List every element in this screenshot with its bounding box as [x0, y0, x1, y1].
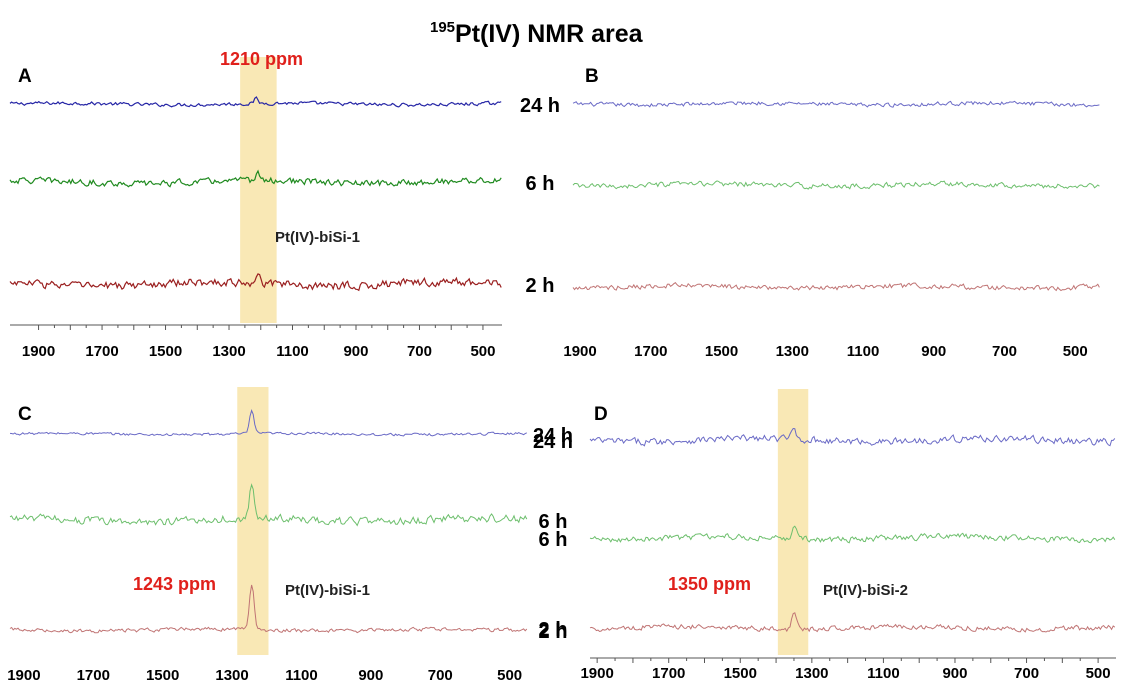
peak-ppm-label: 1350 ppm — [668, 574, 751, 594]
x-tick-label: 700 — [428, 667, 453, 684]
x-tick-label: 1900 — [580, 665, 613, 682]
x-tick-label: 1900 — [563, 343, 596, 360]
x-tick-label: 1100 — [285, 667, 318, 684]
title-text: Pt(IV) NMR area — [455, 20, 644, 48]
spectrum-24h — [589, 427, 1116, 447]
time-label-24h: 24 h — [533, 425, 573, 447]
panel-label: A — [18, 66, 32, 87]
x-tick-label: 1700 — [77, 667, 110, 684]
spectrum-2h — [572, 282, 1100, 292]
time-label-2h: 2 h — [539, 621, 568, 643]
compound-label: Pt(IV)-biSi-2 — [823, 582, 908, 599]
panels-group: 24 h 6 h 2 h 1900 1700 1500 1300 1100 900 700 500 A… — [7, 49, 1116, 684]
spectrum-24h — [9, 96, 502, 108]
panel-d: 24 h 6 h 2 h 1900 1700 1500 1300 1100 900 700 500 D… — [533, 389, 1116, 682]
peak-ppm-label: 1243 ppm — [133, 574, 216, 594]
x-tick-label: 900 — [343, 343, 368, 360]
spectrum-24h — [572, 100, 1100, 108]
time-label-24h: 24 h — [520, 95, 560, 117]
highlight-band — [237, 387, 269, 655]
compound-label: Pt(IV)-biSi-1 — [285, 582, 370, 599]
panel-label: C — [18, 404, 32, 425]
x-tick-label: 900 — [942, 665, 967, 682]
time-label-6h: 6 h — [539, 529, 568, 551]
x-tick-label: 500 — [1063, 343, 1088, 360]
x-tick-label: 1900 — [7, 667, 40, 684]
spectrum-24h — [9, 408, 528, 437]
x-tick-label: 900 — [921, 343, 946, 360]
peak-ppm-label: 1210 ppm — [220, 49, 303, 69]
panel-label: D — [594, 404, 608, 425]
spectrum-2h — [9, 273, 502, 292]
x-tick-label: 1500 — [705, 343, 738, 360]
title-superscript: 195 — [430, 19, 455, 36]
time-label-24h: 24 h — [533, 431, 573, 453]
x-tick-label: 500 — [470, 343, 495, 360]
x-tick-label: 900 — [358, 667, 383, 684]
panel-c: 24 h 6 h 2 h 1900 1700 1500 1300 1100 900 700 500 C… — [7, 387, 573, 684]
x-tick-label: 1100 — [276, 343, 309, 360]
spectrum-2h — [9, 584, 528, 634]
x-tick-label: 1700 — [634, 343, 667, 360]
time-label-2h: 2 h — [539, 619, 568, 641]
time-label-2h: 2 h — [526, 275, 555, 297]
spectrum-6h — [572, 180, 1100, 190]
panel-b: 1900 1700 1500 1300 1100 900 700 500 B — [563, 66, 1100, 360]
x-tick-label: 700 — [1014, 665, 1039, 682]
x-tick-label: 1100 — [847, 343, 880, 360]
panel-a: 24 h 6 h 2 h 1900 1700 1500 1300 1100 900 700 500 A… — [9, 49, 560, 360]
x-tick-label: 1300 — [212, 343, 245, 360]
x-tick-label: 1300 — [215, 667, 248, 684]
x-tick-label: 1500 — [146, 667, 179, 684]
x-tick-label: 1900 — [22, 343, 55, 360]
x-tick-label: 1500 — [149, 343, 182, 360]
spectrum-6h — [9, 169, 502, 188]
figure-title: 195Pt(IV) NMR area — [430, 19, 644, 48]
x-tick-label: 700 — [407, 343, 432, 360]
time-label-6h: 6 h — [526, 173, 555, 195]
highlight-band — [777, 389, 809, 655]
x-tick-label: 500 — [497, 667, 522, 684]
x-tick-label: 1300 — [776, 343, 809, 360]
compound-label: Pt(IV)-biSi-1 — [275, 229, 360, 246]
panel-label: B — [585, 66, 599, 87]
spectrum-2h — [589, 612, 1116, 633]
x-tick-label: 500 — [1086, 665, 1111, 682]
x-tick-label: 1700 — [85, 343, 118, 360]
x-tick-label: 1300 — [795, 665, 828, 682]
x-tick-label: 700 — [992, 343, 1017, 360]
x-tick-label: 1500 — [724, 665, 757, 682]
spectrum-6h — [589, 525, 1116, 544]
time-label-6h: 6 h — [539, 511, 568, 533]
spectrum-6h — [9, 483, 528, 527]
x-tick-label: 1700 — [652, 665, 685, 682]
x-tick-label: 1100 — [867, 665, 900, 682]
